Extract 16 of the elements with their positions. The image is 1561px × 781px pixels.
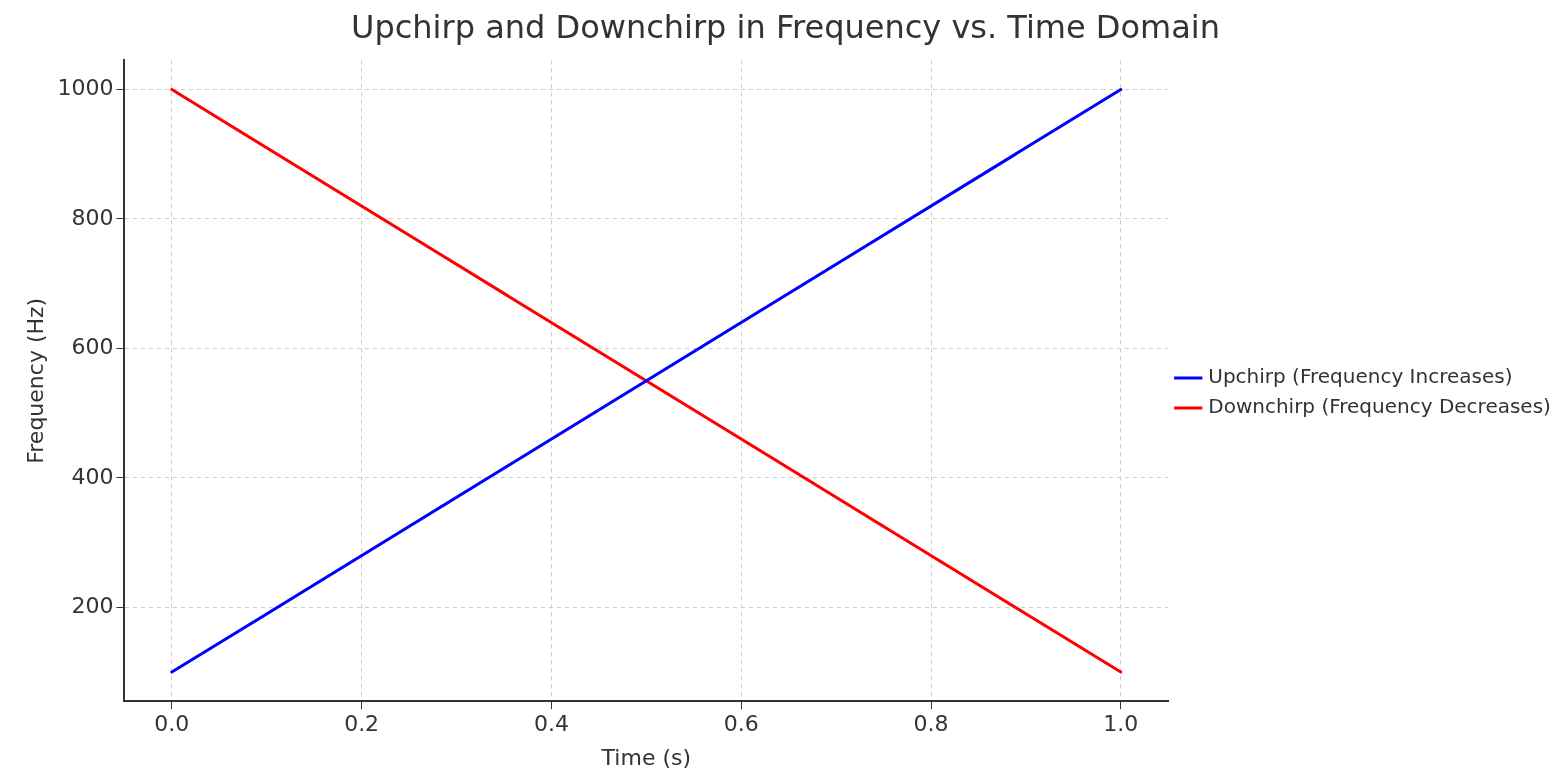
legend-label: Upchirp (Frequency Increases) [1208, 364, 1513, 389]
y-tick-label: 200 [71, 593, 114, 619]
x-tick-label: 0.0 [154, 711, 190, 737]
y-tick-label: 800 [71, 204, 114, 230]
x-tick-label: 1.0 [1103, 711, 1139, 737]
legend-label: Downchirp (Frequency Decreases) [1208, 394, 1551, 419]
y-axis-title: Frequency (Hz) [22, 297, 48, 464]
x-tick-label: 0.8 [913, 711, 949, 737]
x-tick-label: 0.2 [344, 711, 380, 737]
x-tick-label: 0.6 [723, 711, 759, 737]
y-tick-label: 600 [71, 334, 114, 360]
x-tick-label: 0.4 [533, 711, 569, 737]
y-tick-label: 400 [71, 463, 114, 489]
x-axis-title: Time (s) [600, 744, 692, 770]
chart-title: Upchirp and Downchirp in Frequency vs. Time Domain [350, 7, 1221, 46]
y-tick-label: 1000 [57, 75, 114, 101]
